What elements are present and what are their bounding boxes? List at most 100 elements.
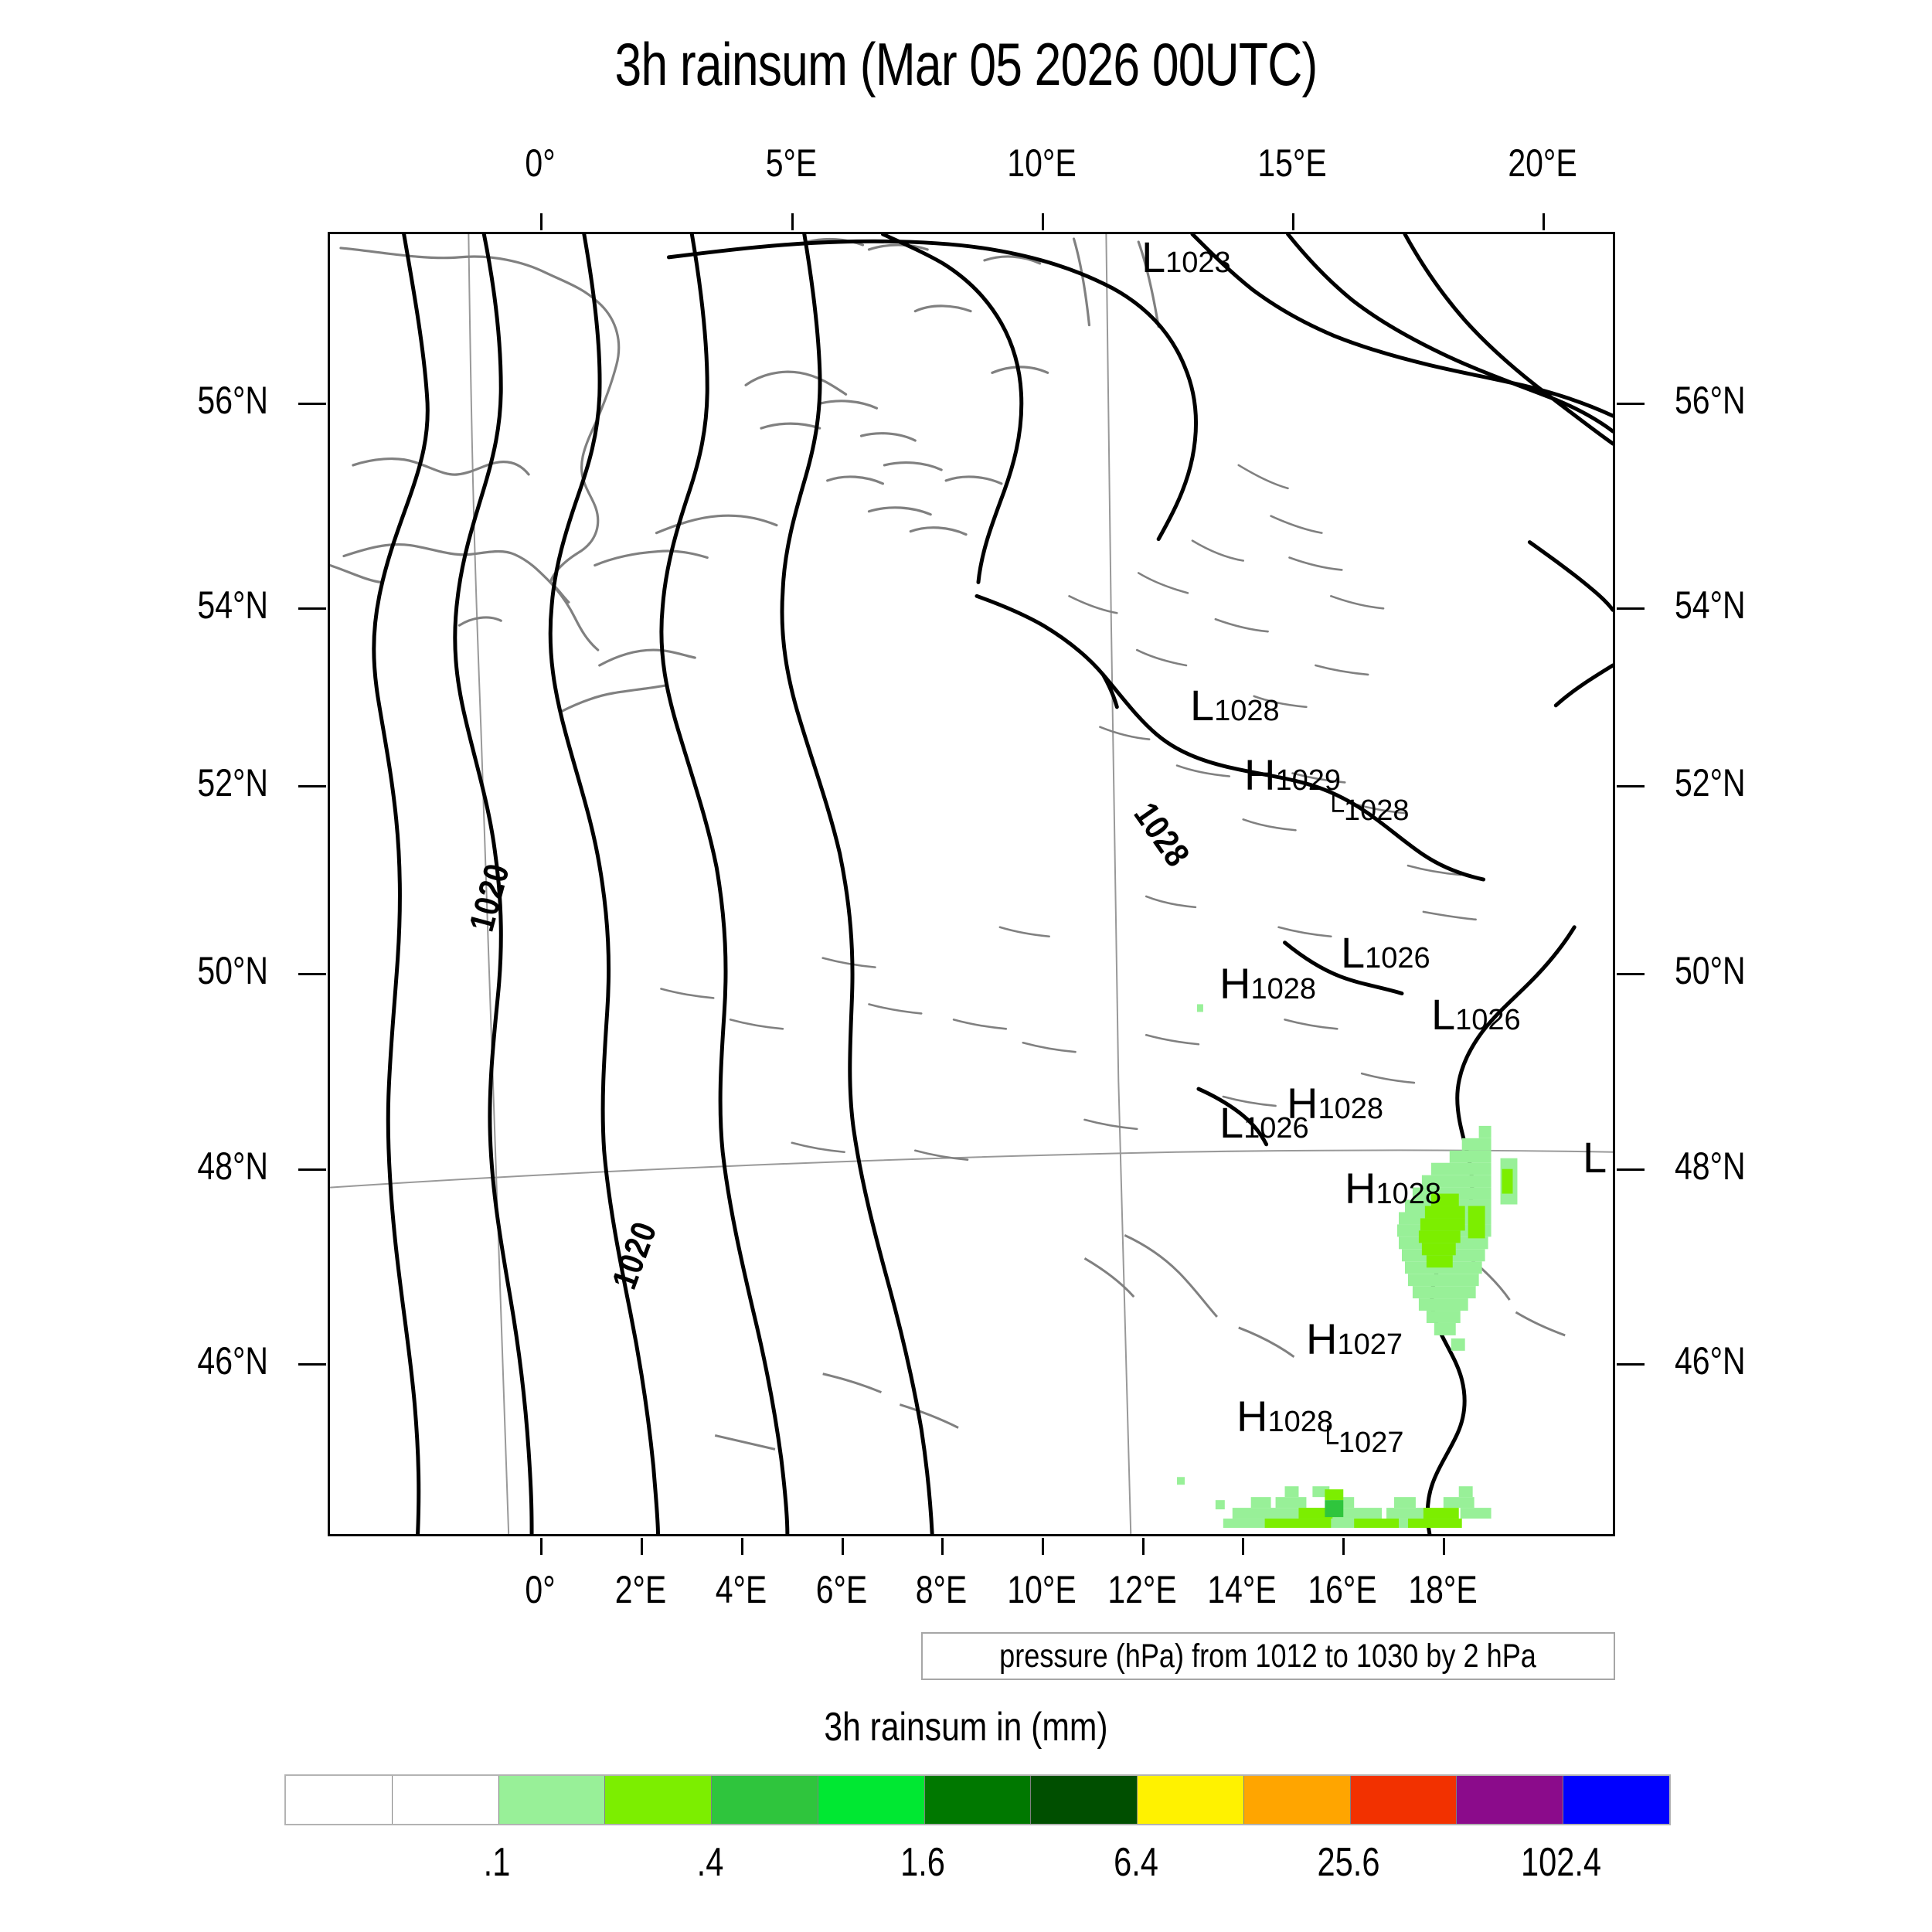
high-pressure-label: H1028: [1345, 1167, 1441, 1210]
contour-tick-label: └1027: [1318, 1427, 1404, 1459]
top-tick-mark: [791, 213, 794, 230]
colorbar-cell[interactable]: [1457, 1776, 1564, 1824]
bottom-tick-mark: [1141, 1538, 1145, 1555]
high-pressure-label: H1028: [1219, 962, 1316, 1005]
left-tick-mark: [298, 1363, 326, 1366]
bottom-tick-mark: [1342, 1538, 1345, 1555]
colorbar-cell[interactable]: [1350, 1776, 1458, 1824]
high-pressure-label: H1028: [1287, 1082, 1383, 1125]
coastline-borders: [330, 237, 1477, 1162]
bottom-tick-mark: [540, 1538, 543, 1555]
graticule-lines: [330, 234, 1613, 1534]
colorbar-cell[interactable]: [1243, 1776, 1351, 1824]
colorbar-tick-label: .1: [484, 1840, 511, 1885]
pressure-type-letter: H: [1287, 1079, 1318, 1128]
left-tick-label: 50°N: [197, 949, 268, 992]
right-tick-mark: [1617, 403, 1645, 405]
colorbar-tick-label: .4: [696, 1840, 724, 1885]
precipitation-field: [1177, 1004, 1518, 1529]
pressure-type-letter: H: [1244, 750, 1276, 799]
right-tick-mark: [1617, 973, 1645, 975]
bottom-tick-label: 12°E: [1107, 1568, 1177, 1611]
colorbar-cell[interactable]: [286, 1776, 393, 1824]
right-tick-mark: [1617, 1363, 1645, 1366]
colorbar-cell[interactable]: [392, 1776, 499, 1824]
top-tick-mark: [1543, 213, 1546, 230]
bottom-tick-label: 6°E: [815, 1568, 867, 1611]
pressure-value: 1028: [1214, 695, 1280, 727]
colorbar-tick-label: 6.4: [1113, 1840, 1158, 1885]
colorbar-cell[interactable]: [1138, 1776, 1244, 1824]
right-tick-label: 52°N: [1675, 761, 1746, 804]
right-tick-label: 46°N: [1675, 1339, 1746, 1383]
left-tick-mark: [298, 403, 326, 405]
right-tick-label: 50°N: [1675, 949, 1746, 992]
pressure-type-letter: L: [1583, 1133, 1607, 1182]
right-tick-label: 48°N: [1675, 1145, 1746, 1188]
low-pressure-label: L1023: [1141, 236, 1231, 279]
colorbar-cell[interactable]: [712, 1776, 818, 1824]
colorbar-cell[interactable]: [605, 1776, 713, 1824]
bottom-tick-mark: [1442, 1538, 1445, 1555]
pressure-value: 1028: [1250, 973, 1316, 1005]
bottom-tick-label: 8°E: [915, 1568, 968, 1611]
colorbar-cell[interactable]: [1031, 1776, 1138, 1824]
pressure-type-letter: L: [1431, 990, 1456, 1039]
colorbar-cell[interactable]: [498, 1776, 606, 1824]
left-tick-label: 56°N: [197, 379, 268, 422]
colorbar-cell[interactable]: [818, 1776, 925, 1824]
top-tick-label: 10°E: [1007, 141, 1077, 185]
colorbar[interactable]: [284, 1774, 1671, 1825]
colorbar-title: 3h rainsum in (mm): [824, 1705, 1108, 1750]
pressure-type-letter: L: [1341, 928, 1366, 977]
left-tick-mark: [298, 785, 326, 787]
left-tick-label: 48°N: [197, 1145, 268, 1188]
left-tick-mark: [298, 607, 326, 610]
right-tick-mark: [1617, 607, 1645, 610]
bottom-tick-mark: [641, 1538, 644, 1555]
bottom-tick-mark: [1041, 1538, 1044, 1555]
bottom-tick-mark: [1242, 1538, 1245, 1555]
right-tick-mark: [1617, 1168, 1645, 1171]
bottom-tick-label: 4°E: [715, 1568, 767, 1611]
colorbar-cell[interactable]: [924, 1776, 1032, 1824]
low-pressure-label: L1028: [1190, 684, 1280, 727]
bottom-tick-mark: [841, 1538, 844, 1555]
pressure-type-letter: H: [1219, 959, 1251, 1008]
pressure-type-letter: L: [1190, 681, 1215, 730]
colorbar-cell[interactable]: [1563, 1776, 1669, 1824]
right-tick-label: 56°N: [1675, 379, 1746, 422]
pressure-value: 1029: [1275, 764, 1341, 797]
top-tick-label: 15°E: [1257, 141, 1327, 185]
high-pressure-label: H1029: [1244, 753, 1341, 797]
pressure-value: 1028: [1318, 1093, 1383, 1125]
high-pressure-label: H1028: [1236, 1395, 1333, 1438]
bottom-tick-label: 10°E: [1007, 1568, 1077, 1611]
pressure-type-letter: H: [1236, 1392, 1268, 1440]
pressure-value: 1026: [1365, 942, 1430, 975]
pressure-value: 1027: [1337, 1328, 1403, 1361]
map-plot-area[interactable]: [328, 232, 1615, 1536]
right-tick-mark: [1617, 785, 1645, 787]
top-tick-mark: [540, 213, 543, 230]
left-tick-label: 52°N: [197, 761, 268, 804]
bottom-tick-label: 14°E: [1207, 1568, 1277, 1611]
pressure-caption-box: pressure (hPa) from 1012 to 1030 by 2 hP…: [921, 1632, 1615, 1680]
pressure-type-letter: L: [1219, 1098, 1244, 1147]
top-tick-label: 20°E: [1508, 141, 1578, 185]
pressure-value: 1028: [1267, 1406, 1333, 1438]
right-tick-label: 54°N: [1675, 583, 1746, 627]
pressure-caption-text: pressure (hPa) from 1012 to 1030 by 2 hP…: [999, 1637, 1537, 1675]
low-pressure-label: L: [1583, 1136, 1607, 1179]
isobar-contours: [372, 234, 1613, 1534]
pressure-type-letter: H: [1306, 1315, 1338, 1363]
bottom-tick-mark: [941, 1538, 944, 1555]
pressure-value: 1023: [1165, 247, 1231, 279]
low-pressure-label: L1026: [1219, 1101, 1309, 1145]
pressure-value: 1026: [1455, 1004, 1521, 1036]
pressure-type-letter: H: [1345, 1164, 1376, 1213]
bottom-tick-label: 18°E: [1408, 1568, 1478, 1611]
top-tick-mark: [1041, 213, 1044, 230]
page-title: 3h rainsum (Mar 05 2026 00UTC): [614, 30, 1318, 98]
left-tick-label: 46°N: [197, 1339, 268, 1383]
